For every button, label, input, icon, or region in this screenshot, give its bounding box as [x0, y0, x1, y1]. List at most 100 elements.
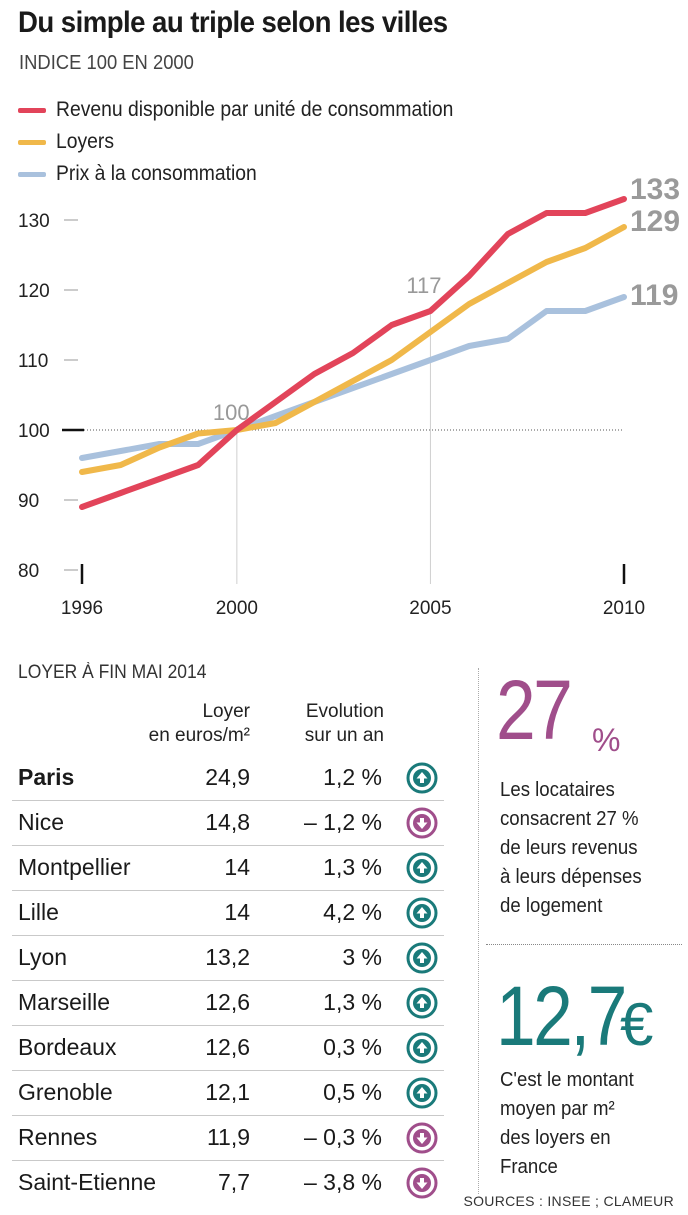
- arrow-up-icon: [406, 942, 438, 974]
- arrow-up-icon: [406, 762, 438, 794]
- y-tick-label: 130: [18, 211, 50, 232]
- table-row: Montpellier 14 1,3 %: [12, 845, 444, 890]
- table-row: Grenoble 12,1 0,5 %: [12, 1070, 444, 1115]
- chart-title: Du simple au triple selon les villes: [18, 6, 448, 39]
- x-tick-label: 2000: [216, 598, 258, 619]
- legend-item-loyers: Loyers: [18, 126, 488, 158]
- x-tick-label: 2005: [409, 598, 451, 619]
- rent-value: 13,2: [205, 944, 250, 970]
- evolution-value: 0,5 %: [323, 1079, 382, 1105]
- stat-percent-line: consacrent 27 %: [500, 808, 639, 830]
- city-name: Paris: [18, 764, 75, 790]
- stat-percent-line: Les locataires: [500, 779, 615, 801]
- stat-percent-unit: %: [592, 722, 621, 758]
- stat-rent-description: C'est le montant moyen par m² des loyers…: [500, 1066, 634, 1182]
- end-value-label: 129: [630, 205, 680, 238]
- rent-table: Paris 24,9 1,2 % Nice 14,8 – 1,2 % Montpellier…: [12, 756, 444, 1205]
- stat-rent-line: moyen par m²: [500, 1098, 615, 1120]
- series-line-1: [79, 224, 627, 475]
- legend-swatch-loyers: [18, 139, 46, 145]
- rent-value: 7,7: [218, 1169, 250, 1195]
- y-tick-label: 110: [18, 351, 48, 372]
- legend-label-revenu: Revenu disponible par unité de consommat…: [56, 98, 454, 121]
- rent-value: 11,9: [206, 1124, 250, 1150]
- stat-rent-line: France: [500, 1156, 558, 1178]
- city-name: Saint-Etienne: [18, 1169, 157, 1195]
- sources: SOURCES : INSEE ; CLAMEUR: [463, 1193, 674, 1209]
- table-row: Lyon 13,2 3 %: [12, 935, 444, 980]
- city-name: Marseille: [18, 989, 111, 1015]
- vertical-divider: [478, 668, 479, 1194]
- evolution-value: 3 %: [342, 944, 382, 970]
- stat-rent-line: des loyers en: [500, 1127, 611, 1149]
- arrow-up-icon: [406, 852, 438, 884]
- y-tick-label: 90: [18, 491, 39, 512]
- legend-swatch-revenu: [18, 107, 46, 113]
- column-header-rent: Loyer en euros/m²: [149, 700, 250, 748]
- arrow-down-icon: [406, 1122, 438, 1154]
- city-name: Lille: [18, 899, 59, 925]
- x-tick-label: 2010: [603, 598, 645, 619]
- stat-rent-line: C'est le montant: [500, 1069, 634, 1091]
- city-name: Bordeaux: [18, 1034, 117, 1060]
- city-name: Grenoble: [18, 1079, 113, 1105]
- city-name: Lyon: [18, 944, 68, 970]
- rent-value: 14: [224, 854, 250, 880]
- table-title: LOYER À FIN MAI 2014: [18, 662, 207, 683]
- legend-item-revenu: Revenu disponible par unité de consommat…: [18, 94, 488, 126]
- column-header-rent-line2: en euros/m²: [148, 725, 250, 746]
- evolution-value: 4,2 %: [323, 899, 382, 925]
- legend-label-prix: Prix à la consommation: [56, 162, 257, 185]
- annotation-label: 100: [213, 400, 250, 425]
- stat-percent-line: à leurs dépenses: [500, 866, 642, 888]
- stat-percent-value: 27: [496, 663, 573, 757]
- arrow-down-icon: [406, 1167, 438, 1199]
- city-name: Nice: [18, 809, 65, 835]
- evolution-value: 1,2 %: [323, 764, 382, 790]
- table-row: Nice 14,8 – 1,2 %: [12, 800, 444, 845]
- rent-value: 14,8: [205, 809, 250, 835]
- evolution-value: 1,3 %: [323, 989, 382, 1015]
- annotation-label: 117: [406, 273, 441, 298]
- chart-subtitle: INDICE 100 EN 2000: [19, 52, 194, 74]
- stat-rent-unit: €: [620, 991, 654, 1058]
- column-header-rent-line1: Loyer: [202, 701, 250, 722]
- table-row: Marseille 12,6 1,3 %: [12, 980, 444, 1025]
- stat-percent-description: Les locataires consacrent 27 % de leurs …: [500, 776, 642, 921]
- line-chart: 80 90 100 110 120 130 1996 2000 2005 2010 100 117 13…: [18, 173, 680, 619]
- table-row: Saint-Etienne 7,7 – 3,8 %: [12, 1160, 444, 1205]
- y-tick-label: 80: [18, 561, 39, 582]
- arrow-up-icon: [406, 1077, 438, 1109]
- x-tick-label: 1996: [61, 598, 103, 619]
- legend: Revenu disponible par unité de consommat…: [18, 94, 488, 190]
- evolution-value: – 3,8 %: [304, 1169, 382, 1195]
- end-value-label: 119: [630, 279, 678, 312]
- stat-percent-line: de leurs revenus: [500, 837, 638, 859]
- series-line-2: [79, 294, 627, 461]
- column-header-evolution: Evolution sur un an: [305, 700, 384, 748]
- horizontal-divider: [486, 944, 682, 945]
- column-header-evolution-line2: sur un an: [304, 725, 384, 746]
- y-tick-label: 120: [18, 281, 50, 302]
- city-name: Montpellier: [18, 854, 131, 880]
- city-name: Rennes: [18, 1124, 98, 1150]
- rent-value: 12,6: [205, 1034, 250, 1060]
- rent-value: 12,1: [205, 1079, 250, 1105]
- evolution-value: – 1,2 %: [304, 809, 382, 835]
- table-row: Rennes 11,9 – 0,3 %: [12, 1115, 444, 1160]
- table-row: Lille 14 4,2 %: [12, 890, 444, 935]
- evolution-value: – 0,3 %: [304, 1124, 382, 1150]
- arrow-up-icon: [406, 987, 438, 1019]
- end-value-label: 133: [630, 173, 680, 206]
- arrow-down-icon: [406, 807, 438, 839]
- evolution-value: 1,3 %: [323, 854, 382, 880]
- arrow-up-icon: [406, 1032, 438, 1064]
- column-header-evolution-line1: Evolution: [305, 701, 384, 722]
- rent-value: 12,6: [205, 989, 250, 1015]
- stat-percent-line: de logement: [500, 895, 603, 917]
- rent-value: 14: [224, 899, 250, 925]
- stat-rent-value: 12,7: [496, 969, 627, 1063]
- legend-label-loyers: Loyers: [56, 130, 114, 153]
- legend-swatch-prix: [18, 171, 46, 177]
- table-row: Paris 24,9 1,2 %: [12, 756, 444, 800]
